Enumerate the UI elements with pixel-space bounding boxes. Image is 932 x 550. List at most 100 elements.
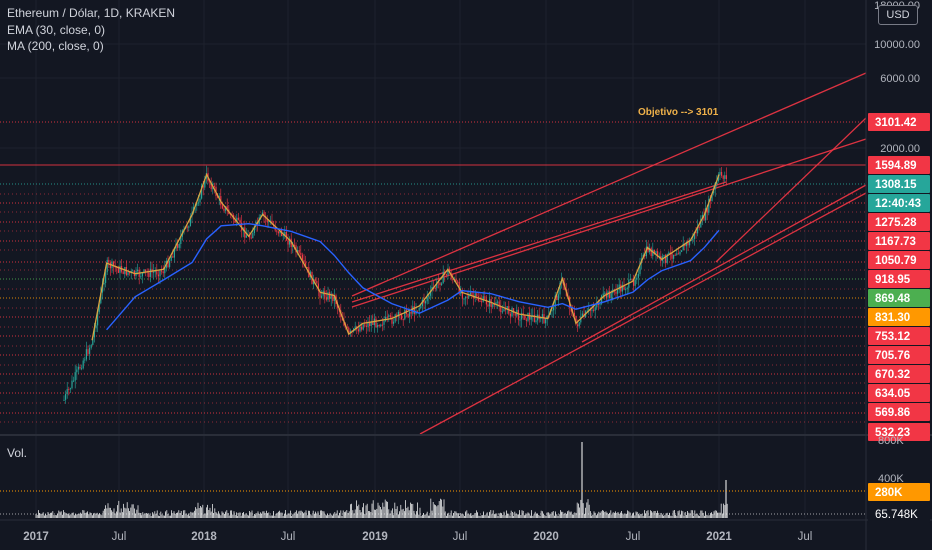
price-badge: 918.95	[875, 274, 911, 286]
candle-body	[148, 272, 150, 277]
candle-body	[201, 185, 203, 199]
volume-badge-bg	[868, 483, 930, 501]
candle-body	[521, 313, 523, 320]
candle-body	[633, 280, 635, 286]
candle-body	[655, 251, 657, 254]
price-badge: 1167.73	[875, 236, 916, 248]
candle-body	[170, 256, 172, 261]
candle-body	[514, 313, 516, 316]
time-axis-tick: Jul	[798, 531, 813, 543]
candle-body	[681, 250, 683, 252]
time-axis-tick: 2021	[706, 531, 732, 543]
candle-body	[689, 240, 691, 246]
candle-body	[253, 226, 255, 234]
candle-body	[503, 309, 505, 312]
time-axis-tick: Jul	[626, 531, 641, 543]
price-badge-bg	[868, 251, 930, 269]
candle-body	[362, 324, 364, 330]
symbol-title[interactable]: Ethereum / Dólar, 1D, KRAKEN	[7, 6, 176, 20]
candle-body	[591, 309, 593, 311]
candle-body	[364, 324, 366, 326]
candle-body	[223, 208, 225, 211]
candle-body	[442, 271, 444, 284]
candle-body	[367, 322, 369, 327]
candle-body	[260, 215, 262, 218]
candle-body	[357, 329, 359, 332]
candle-body	[693, 232, 695, 240]
candle-body	[330, 293, 332, 299]
candle-body	[429, 290, 431, 296]
time-axis-tick: 2018	[191, 531, 217, 543]
candle-body	[389, 315, 391, 317]
candle-body	[197, 202, 199, 204]
candle-body	[519, 319, 521, 321]
time-axis-tick: 2020	[533, 531, 559, 543]
candle-body	[711, 193, 713, 202]
candle-body	[463, 298, 465, 300]
candle-body	[103, 282, 105, 285]
candle-body	[77, 366, 79, 370]
candle-body	[196, 202, 198, 206]
candle-body	[378, 325, 380, 327]
candle-body	[388, 315, 390, 317]
candle-body	[700, 218, 702, 228]
indicator-lines	[91, 172, 720, 341]
time-axis[interactable]: 2017 Jul 2018 Jul 2019 Jul 2020 Jul 2021 Jul	[23, 531, 812, 543]
candle-body	[497, 301, 499, 303]
candle-body	[527, 312, 529, 321]
candle-body	[668, 252, 670, 254]
price-badge: 12:40:43	[875, 198, 921, 210]
candle-body	[157, 274, 159, 277]
candle-body	[298, 249, 300, 253]
candle-body	[284, 232, 286, 236]
candle-body	[119, 265, 121, 273]
candle-body	[546, 315, 548, 320]
candle-body	[481, 301, 483, 303]
candle-body	[586, 310, 588, 312]
candle-body	[652, 249, 654, 257]
candle-body	[217, 196, 219, 198]
volume-indicator-label[interactable]: Vol.	[7, 446, 28, 460]
candle-body	[95, 325, 97, 329]
currency-button[interactable]: USD	[878, 5, 918, 25]
ema-indicator-label[interactable]: EMA (30, close, 0)	[7, 22, 106, 37]
price-badge-bg	[868, 384, 930, 402]
candle-body	[410, 311, 412, 314]
candle-body	[674, 254, 676, 256]
candle-body	[599, 303, 601, 305]
candle-body	[626, 287, 628, 290]
price-badge-bg	[868, 213, 930, 231]
ma-indicator-label[interactable]: MA (200, close, 0)	[7, 39, 104, 53]
trendlines	[351, 72, 867, 435]
volume-axis[interactable]: 800K 400K 280K 65.748K	[868, 435, 930, 523]
candle-body	[292, 244, 294, 247]
candle-body	[420, 306, 422, 309]
candle-body	[685, 242, 687, 247]
price-axis-tick: 10000.00	[874, 39, 920, 51]
candle-body	[401, 314, 403, 320]
time-axis-tick: Jul	[453, 531, 468, 543]
candle-body	[705, 208, 707, 221]
candle-body	[76, 369, 78, 373]
price-axis[interactable]: 18000.0010000.006000.002000.003101.42159…	[868, 0, 930, 441]
candle-body	[412, 306, 414, 314]
ema-line	[91, 172, 720, 341]
candle-body	[297, 249, 299, 253]
price-badge-bg	[868, 175, 930, 193]
candle-body	[143, 269, 145, 273]
candle-body	[665, 255, 667, 263]
candle-body	[332, 293, 334, 301]
candle-body	[348, 327, 350, 333]
price-badge-bg	[868, 270, 930, 288]
candle-body	[277, 231, 279, 234]
candle-body	[87, 349, 89, 354]
trendline	[351, 72, 867, 297]
candle-body	[301, 254, 303, 260]
candle-body	[250, 237, 252, 239]
price-badge: 634.05	[875, 388, 911, 400]
candle-body	[698, 227, 700, 229]
chart-legend[interactable]: Ethereum / Dólar, 1D, KRAKEN EMA (30, cl…	[7, 5, 175, 55]
candle-body	[82, 360, 84, 369]
